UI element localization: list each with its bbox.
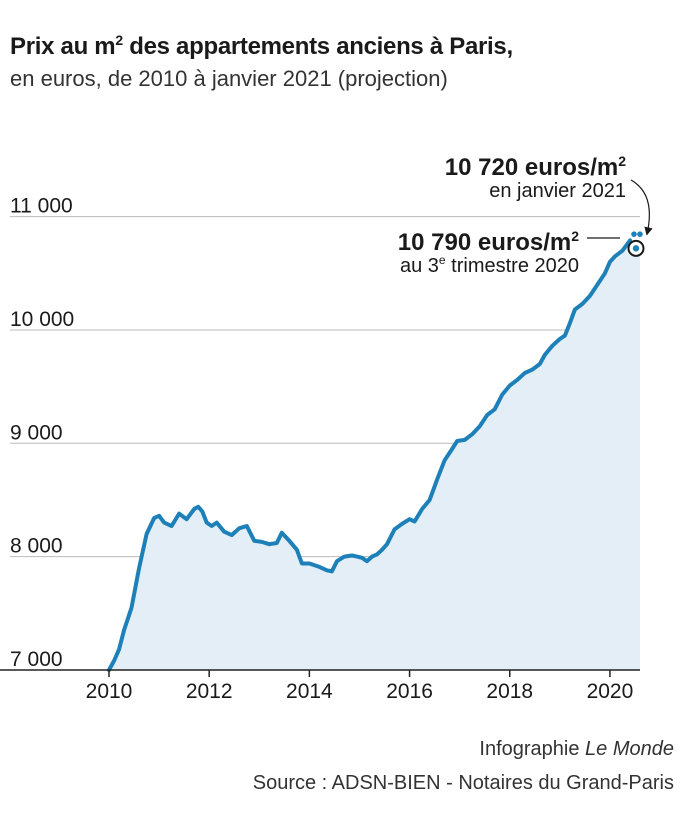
annotation-jan-2021-arrow — [630, 179, 653, 236]
ytick-label-9000: 9 000 — [10, 421, 63, 444]
projection-dot-1 — [631, 231, 637, 237]
projection-point — [632, 245, 640, 252]
annotation-q3-2020-detail-sup: e — [439, 253, 446, 267]
source-note: Source : ADSN-BIEN - Notaires du Grand-P… — [252, 772, 674, 794]
ytick-label-8000: 8 000 — [10, 535, 63, 558]
xtick-label-2016: 2016 — [386, 680, 433, 703]
xtick-label-2018: 2018 — [486, 680, 533, 703]
annotation-q3-2020-detail-pre: au 3 — [400, 255, 439, 277]
title-sup: 2 — [115, 32, 123, 48]
annotation-jan-2021-value-text: 10 720 euros/m — [445, 154, 618, 181]
price-line — [107, 238, 632, 672]
line-layer — [107, 231, 645, 672]
title-pre: Prix au m — [10, 33, 116, 60]
annotation-q3-2020-detail-post: trimestre 2020 — [446, 255, 579, 277]
annotation-q3-2020-value-sup: 2 — [571, 228, 579, 244]
credit: Infographie Le Monde — [479, 738, 674, 761]
xtick-label-2012: 2012 — [186, 680, 233, 703]
area-fill — [109, 240, 640, 670]
projection-dot-2 — [637, 231, 643, 237]
annotation-jan-2021-detail: en janvier 2021 — [489, 180, 626, 202]
annotation-layer: 10 720 euros/m2 en janvier 2021 10 790 e… — [398, 153, 653, 277]
annotation-jan-2021-value-sup: 2 — [618, 153, 626, 169]
ytick-label-10000: 10 000 — [10, 308, 74, 331]
ytick-label-11000: 11 000 — [10, 195, 73, 218]
xtick-label-2010: 2010 — [86, 680, 133, 703]
xtick-label-2020: 2020 — [587, 680, 634, 703]
annotation-q3-2020-detail: au 3e trimestre 2020 — [400, 253, 579, 277]
area-layer — [109, 240, 640, 670]
title-post: des appartements anciens à Paris, — [122, 33, 513, 60]
chart-subtitle: en euros, de 2010 à janvier 2021 (projec… — [10, 66, 448, 91]
credit-brand: Le Monde — [585, 738, 674, 760]
chart-title: Prix au m2 des appartements anciens à Pa… — [10, 32, 513, 61]
ytick-label-7000: 7 000 — [10, 648, 63, 671]
xtick-label-2014: 2014 — [286, 680, 333, 703]
axis-layer: 7 000 8 000 9 000 10 000 11 000 2010 2012 2014 2… — [0, 195, 640, 703]
annotation-q3-2020-value: 10 790 euros/m2 — [398, 228, 579, 256]
annotation-q3-2020-value-text: 10 790 euros/m — [398, 229, 571, 256]
credit-prefix: Infographie — [479, 738, 586, 760]
annotation-jan-2021-value: 10 720 euros/m2 — [445, 153, 626, 181]
